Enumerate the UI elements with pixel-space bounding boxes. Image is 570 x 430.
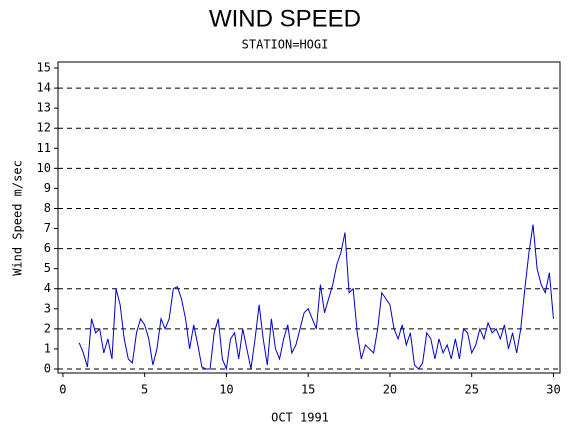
x-axis-label: OCT 1991 xyxy=(271,411,329,425)
y-tick-label: 14 xyxy=(37,81,51,95)
y-tick-label: 8 xyxy=(44,201,51,215)
x-tick-label: 5 xyxy=(141,383,148,397)
data-line xyxy=(78,224,554,371)
y-tick-label: 11 xyxy=(37,141,51,155)
x-tick-label: 25 xyxy=(464,383,478,397)
y-tick-label: 1 xyxy=(44,341,51,355)
y-tick-label: 2 xyxy=(44,321,51,335)
y-tick-label: 0 xyxy=(44,361,51,375)
x-tick-label: 15 xyxy=(301,383,315,397)
y-tick-label: 5 xyxy=(44,261,51,275)
x-tick-label: 30 xyxy=(546,383,560,397)
y-tick-label: 15 xyxy=(37,61,51,75)
chart-title: WIND SPEED xyxy=(209,5,361,32)
x-tick-label: 20 xyxy=(383,383,397,397)
y-tick-label: 10 xyxy=(37,161,51,175)
y-tick-label: 6 xyxy=(44,241,51,255)
y-axis-label: Wind Speed m/sec xyxy=(11,160,25,276)
y-tick-label: 4 xyxy=(44,281,51,295)
y-tick-label: 9 xyxy=(44,181,51,195)
y-tick-label: 12 xyxy=(37,121,51,135)
y-tick-label: 3 xyxy=(44,301,51,315)
chart-subtitle: STATION=HOGI xyxy=(242,38,329,52)
x-tick-label: 10 xyxy=(219,383,233,397)
y-tick-label: 13 xyxy=(37,101,51,115)
plot-frame xyxy=(57,61,561,374)
x-tick-label: 0 xyxy=(59,383,66,397)
y-tick-label: 7 xyxy=(44,221,51,235)
